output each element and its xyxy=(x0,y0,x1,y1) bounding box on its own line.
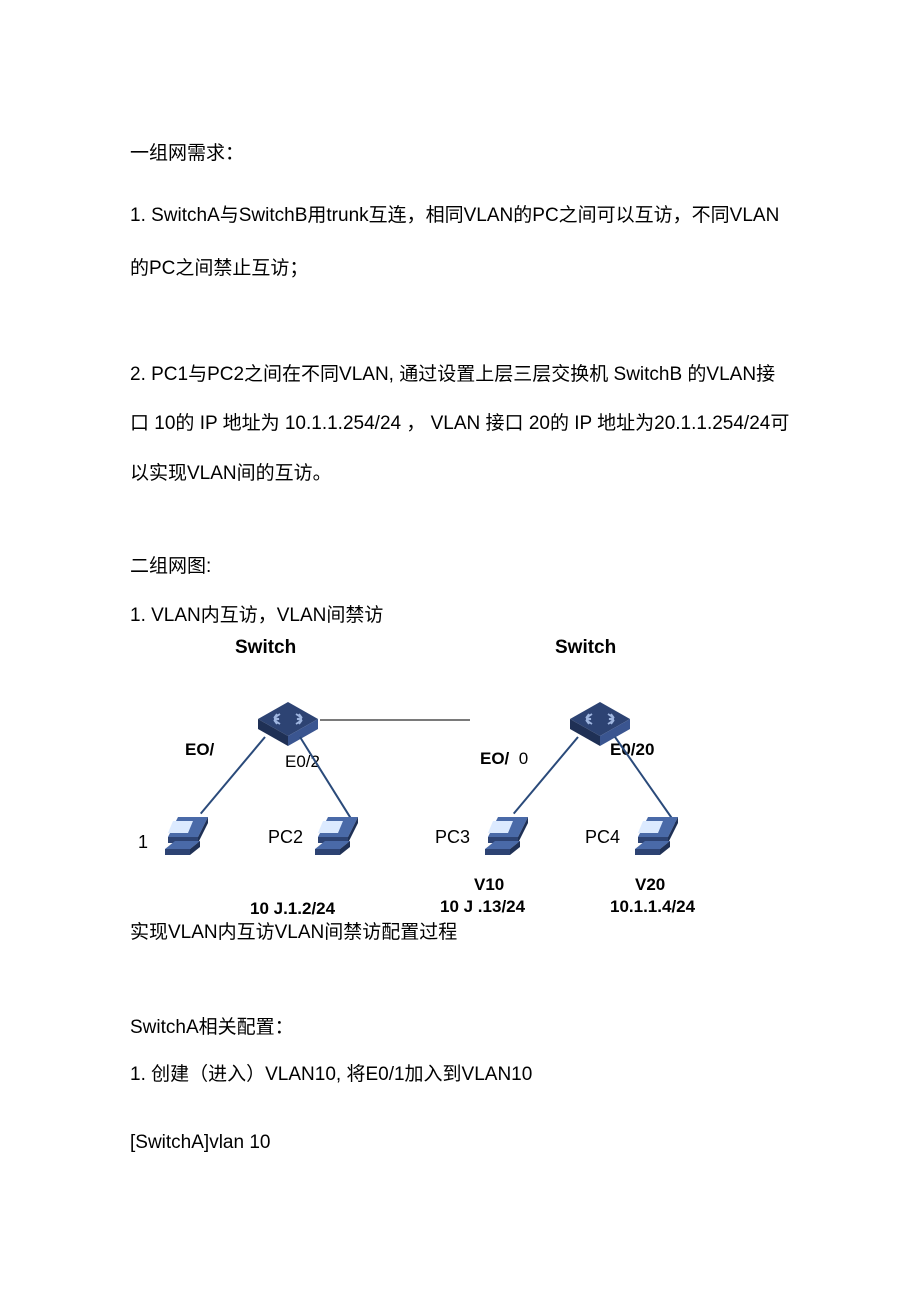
pc4-icon xyxy=(630,809,690,864)
pc3-icon xyxy=(480,809,540,864)
requirement-2: 2. PC1与PC2之间在不同VLAN, 通过设置上层三层交换机 SwitchB… xyxy=(130,350,790,498)
pc2-ip: 10 J.1.2/24 xyxy=(250,896,335,922)
port-a-e01: EO/ xyxy=(185,737,214,763)
section-2-heading: 二组网图: xyxy=(130,553,790,582)
diagram-caption: 实现VLAN内互访VLAN间禁访配置过程 xyxy=(130,919,457,948)
switch-b-title: Switch xyxy=(555,634,616,663)
pc1-icon xyxy=(160,809,220,864)
section-1-heading: 一组网需求： xyxy=(130,140,790,169)
pc4-ip: 10.1.1.4/24 xyxy=(610,894,695,920)
requirement-1: 1. SwitchA与SwitchB用trunk互连，相同VLAN的PC之间可以… xyxy=(130,189,790,295)
switch-a-config-heading: SwitchA相关配置： xyxy=(130,1014,790,1043)
network-diagram: Switch Switch xyxy=(130,634,790,974)
pc2-icon xyxy=(310,809,370,864)
config-cmd-1: [SwitchA]vlan 10 xyxy=(130,1129,790,1158)
trunk-link xyxy=(320,719,470,721)
diagram-subtitle: 1. VLAN内互访，VLAN间禁访 xyxy=(130,602,790,631)
pc2-label: PC2 xyxy=(268,824,303,851)
pc1-label: 1 xyxy=(138,829,148,856)
pc4-label: PC4 xyxy=(585,824,620,851)
port-b-e01: EO/ 0 xyxy=(480,746,528,772)
pc3-ip: 10 J .13/24 xyxy=(440,894,525,920)
pc3-label: PC3 xyxy=(435,824,470,851)
switch-a-title: Switch xyxy=(235,634,296,663)
config-step-1: 1. 创建（进入）VLAN10, 将E0/1加入到VLAN10 xyxy=(130,1061,790,1090)
